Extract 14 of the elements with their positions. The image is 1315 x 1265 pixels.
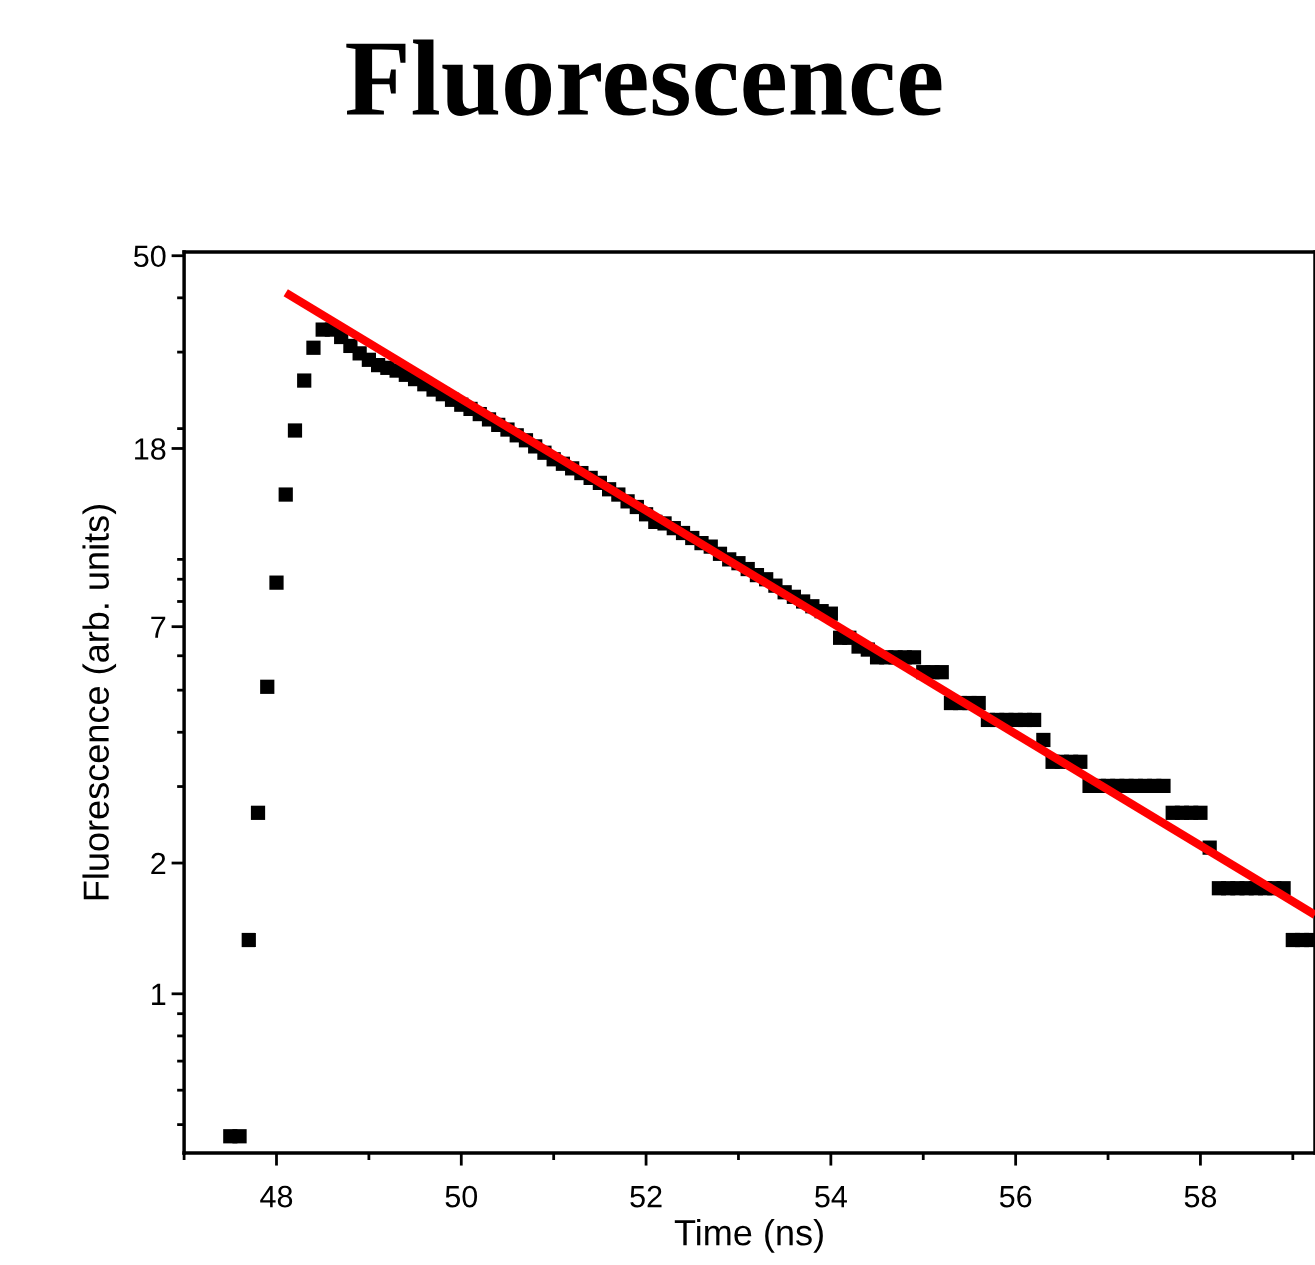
y-axis-title: Fluorescence (arb. units) xyxy=(82,505,117,900)
x-tick-label: 50 xyxy=(445,1185,478,1208)
y-tick-label: 7 xyxy=(151,616,166,638)
y-tick-label: 18 xyxy=(135,438,166,460)
x-tick-label: 48 xyxy=(260,1185,293,1208)
chart-title: Fluorescence xyxy=(346,39,942,116)
x-tick-label: 58 xyxy=(1184,1185,1217,1208)
x-tick-label: 54 xyxy=(815,1186,847,1208)
x-tick-label: 56 xyxy=(999,1185,1032,1208)
x-axis-title: Time (ns) xyxy=(674,1219,823,1253)
y-tick-label: 50 xyxy=(133,245,166,268)
y-tick-label: 2 xyxy=(151,852,166,875)
y-tick-label: 1 xyxy=(152,983,166,1005)
x-tick-label: 52 xyxy=(630,1185,662,1208)
